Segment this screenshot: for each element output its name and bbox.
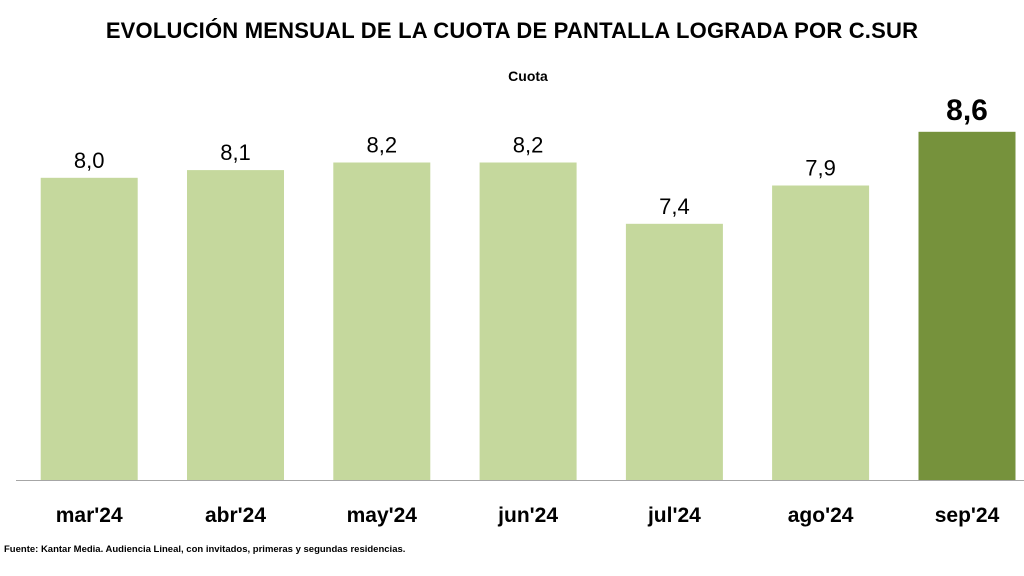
data-label-0: 8,0 — [74, 148, 105, 173]
x-tick-label-2: may'24 — [347, 504, 418, 527]
x-tick-label-4: jul'24 — [647, 504, 701, 527]
data-label-6: 8,6 — [946, 94, 988, 127]
data-label-4: 7,4 — [659, 194, 690, 219]
bar-6 — [918, 131, 1016, 481]
bar-1 — [187, 170, 284, 480]
bar-3 — [479, 162, 577, 480]
bar-0 — [40, 177, 138, 481]
chart-title: EVOLUCIÓN MENSUAL DE LA CUOTA DE PANTALL… — [105, 18, 919, 43]
x-tick-label-1: abr'24 — [205, 504, 266, 527]
data-label-1: 8,1 — [220, 140, 251, 165]
source-note: Fuente: Kantar Media. Audiencia Lineal, … — [4, 544, 406, 555]
bar-5 — [772, 185, 870, 480]
x-tick-label-0: mar'24 — [56, 504, 123, 527]
data-label-3: 8,2 — [513, 133, 544, 158]
x-tick-label-6: sep'24 — [935, 504, 1000, 527]
x-tick-label-3: jun'24 — [497, 504, 558, 527]
bar-4 — [625, 223, 723, 481]
x-tick-label-5: ago'24 — [788, 504, 854, 527]
chart-subtitle: Cuota — [508, 68, 548, 84]
data-label-2: 8,2 — [367, 133, 398, 158]
data-label-5: 7,9 — [805, 156, 836, 181]
bar-2 — [333, 162, 431, 480]
